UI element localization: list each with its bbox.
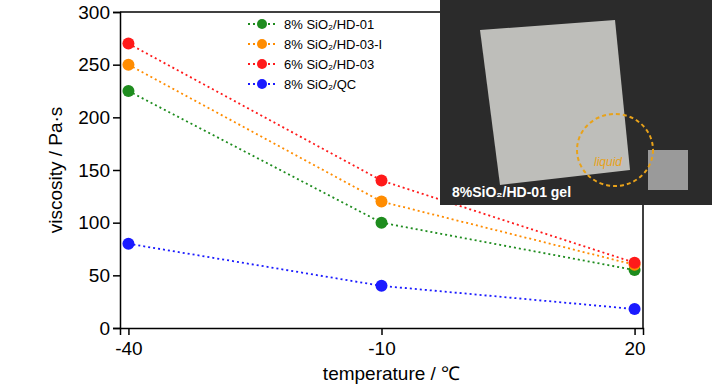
legend-label: 6% SiO₂/HD-03 <box>284 57 374 72</box>
inset-background <box>440 0 712 205</box>
y-tick: 50 <box>89 265 120 286</box>
legend: 8% SiO₂/HD-01 8% SiO₂/HD-03-I 6% SiO₂/HD-0… <box>248 17 382 92</box>
x-tick-mark <box>381 328 383 335</box>
y-tick: 300 <box>78 2 120 23</box>
y-tick-label: 200 <box>78 107 110 128</box>
series-point <box>629 303 641 315</box>
y-tick-label: 300 <box>78 2 110 23</box>
y-tick: 0 <box>99 318 120 339</box>
x-tick: 20 <box>624 328 645 359</box>
legend-entry: 6% SiO₂/HD-03 <box>248 57 374 72</box>
plot-area: -40-1020050100150200250300temperature / … <box>45 2 646 384</box>
y-tick-mark <box>113 12 120 14</box>
inset-beaker <box>480 20 630 185</box>
series-point <box>376 217 388 229</box>
y-axis-line <box>113 13 121 329</box>
legend-marker <box>257 79 267 89</box>
legend-entry: 8% SiO₂/HD-01 <box>248 17 374 32</box>
x-tick-label: -40 <box>115 338 142 359</box>
x-tick: -40 <box>115 328 142 359</box>
x-axis: -40 -10 20 <box>115 328 645 359</box>
y-tick-mark <box>113 275 120 277</box>
legend-marker <box>257 39 267 49</box>
series-point <box>376 280 388 292</box>
series-point <box>122 85 134 97</box>
y-tick-label: 50 <box>89 265 110 286</box>
inset-caption: 8%SiO₂/HD-01 gel <box>452 184 571 200</box>
x-axis-line <box>121 329 644 336</box>
legend-marker <box>257 59 267 69</box>
series-point <box>376 196 388 208</box>
inset-highlight <box>577 114 653 186</box>
legend-label: 8% SiO₂/HD-03-I <box>284 37 382 52</box>
legend-entry: 8% SiO₂/QC <box>248 77 356 92</box>
series-point <box>376 175 388 187</box>
y-axis: 0 50 100 150 200 250 300 <box>78 2 120 339</box>
y-tick-label: 0 <box>99 318 110 339</box>
y-tick: 100 <box>78 212 120 233</box>
legend-label: 8% SiO₂/HD-01 <box>284 17 374 32</box>
series-point <box>629 257 641 269</box>
inset-annotation: liquid <box>594 155 622 169</box>
x-tick-label: 20 <box>624 338 645 359</box>
inset-holder <box>648 150 688 190</box>
x-tick-mark <box>128 328 130 335</box>
legend-label: 8% SiO₂/QC <box>284 77 356 92</box>
x-tick-mark <box>634 328 636 335</box>
y-axis-title: viscosity / Pa·s <box>45 107 66 234</box>
y-tick-mark <box>113 64 120 66</box>
chart: -40-1020050100150200250300temperature / … <box>0 0 727 390</box>
x-tick-label: -10 <box>368 338 395 359</box>
y-tick-label: 250 <box>78 54 110 75</box>
legend-entry: 8% SiO₂/HD-03-I <box>248 37 382 52</box>
y-tick: 250 <box>78 54 120 75</box>
y-tick-mark <box>113 117 120 119</box>
legend-marker <box>257 19 267 29</box>
x-axis-title: temperature / ℃ <box>323 363 460 384</box>
series-point <box>122 38 134 50</box>
y-tick-mark <box>113 222 120 224</box>
y-tick-label: 150 <box>78 160 110 181</box>
series-line <box>128 244 634 309</box>
series-point <box>122 238 134 250</box>
y-tick-label: 100 <box>78 212 110 233</box>
y-tick: 150 <box>78 160 120 181</box>
y-tick: 200 <box>78 107 120 128</box>
inset-photo: liquid 8%SiO₂/HD-01 gel <box>440 0 712 205</box>
y-tick-mark <box>113 328 120 330</box>
series-point <box>122 59 134 71</box>
y-tick-mark <box>113 170 120 172</box>
x-tick: -10 <box>368 328 395 359</box>
